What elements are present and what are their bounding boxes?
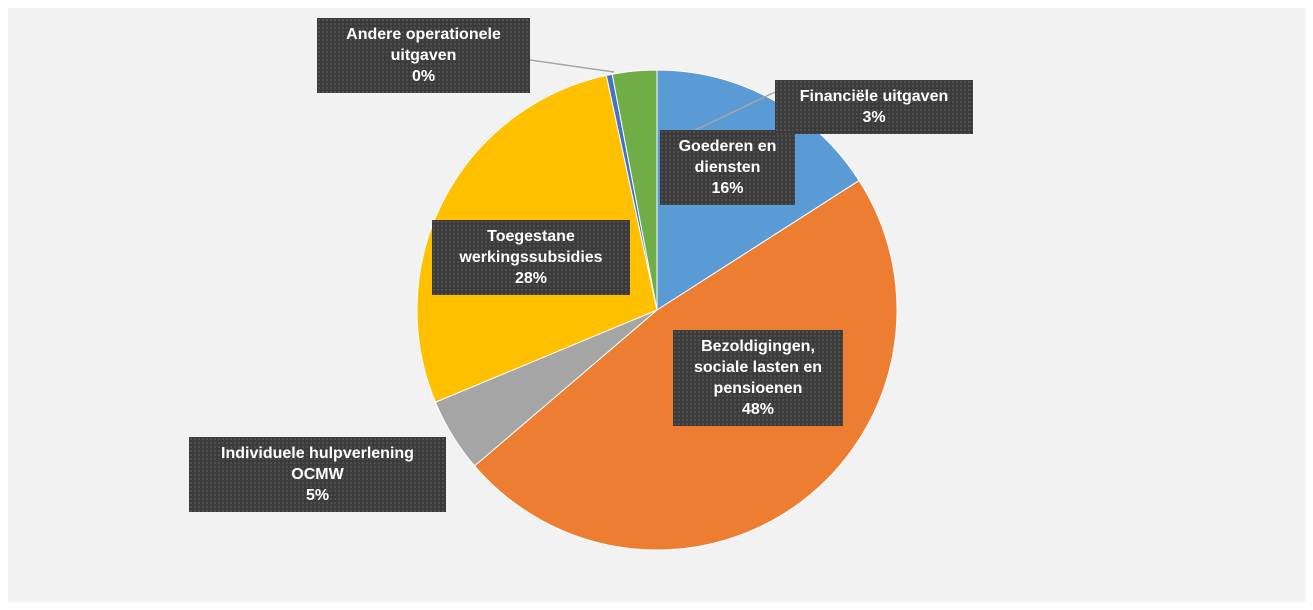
data-label-value: 3% bbox=[862, 109, 886, 126]
data-label: Andere operationele uitgaven 0% bbox=[317, 18, 530, 93]
data-label-value: 0% bbox=[411, 68, 436, 85]
data-label: Financiële uitgaven 3% bbox=[775, 80, 973, 134]
data-label-value: 28% bbox=[514, 270, 548, 287]
data-label-name: Bezoldigingen, sociale lasten en pensioe… bbox=[693, 338, 823, 397]
data-label-name: Individuele hulpverlening OCMW bbox=[221, 445, 414, 483]
pie-slice bbox=[611, 69, 658, 311]
data-label: Toegestane werkingssubsidies 28% bbox=[432, 220, 630, 295]
data-label-name: Financiële uitgaven bbox=[799, 88, 949, 105]
data-label: Individuele hulpverlening OCMW 5% bbox=[189, 437, 446, 512]
data-label: Goederen en diensten 16% bbox=[660, 130, 795, 205]
data-label-name: Toegestane werkingssubsidies bbox=[459, 228, 603, 266]
data-label-value: 5% bbox=[305, 487, 330, 504]
data-label: Bezoldigingen, sociale lasten en pensioe… bbox=[673, 330, 843, 426]
leader-line bbox=[529, 59, 615, 73]
data-label-name: Goederen en diensten bbox=[678, 138, 777, 176]
data-label-value: 16% bbox=[711, 180, 744, 197]
data-label-value: 48% bbox=[741, 401, 775, 418]
data-label-name: Andere operationele uitgaven bbox=[346, 26, 501, 64]
